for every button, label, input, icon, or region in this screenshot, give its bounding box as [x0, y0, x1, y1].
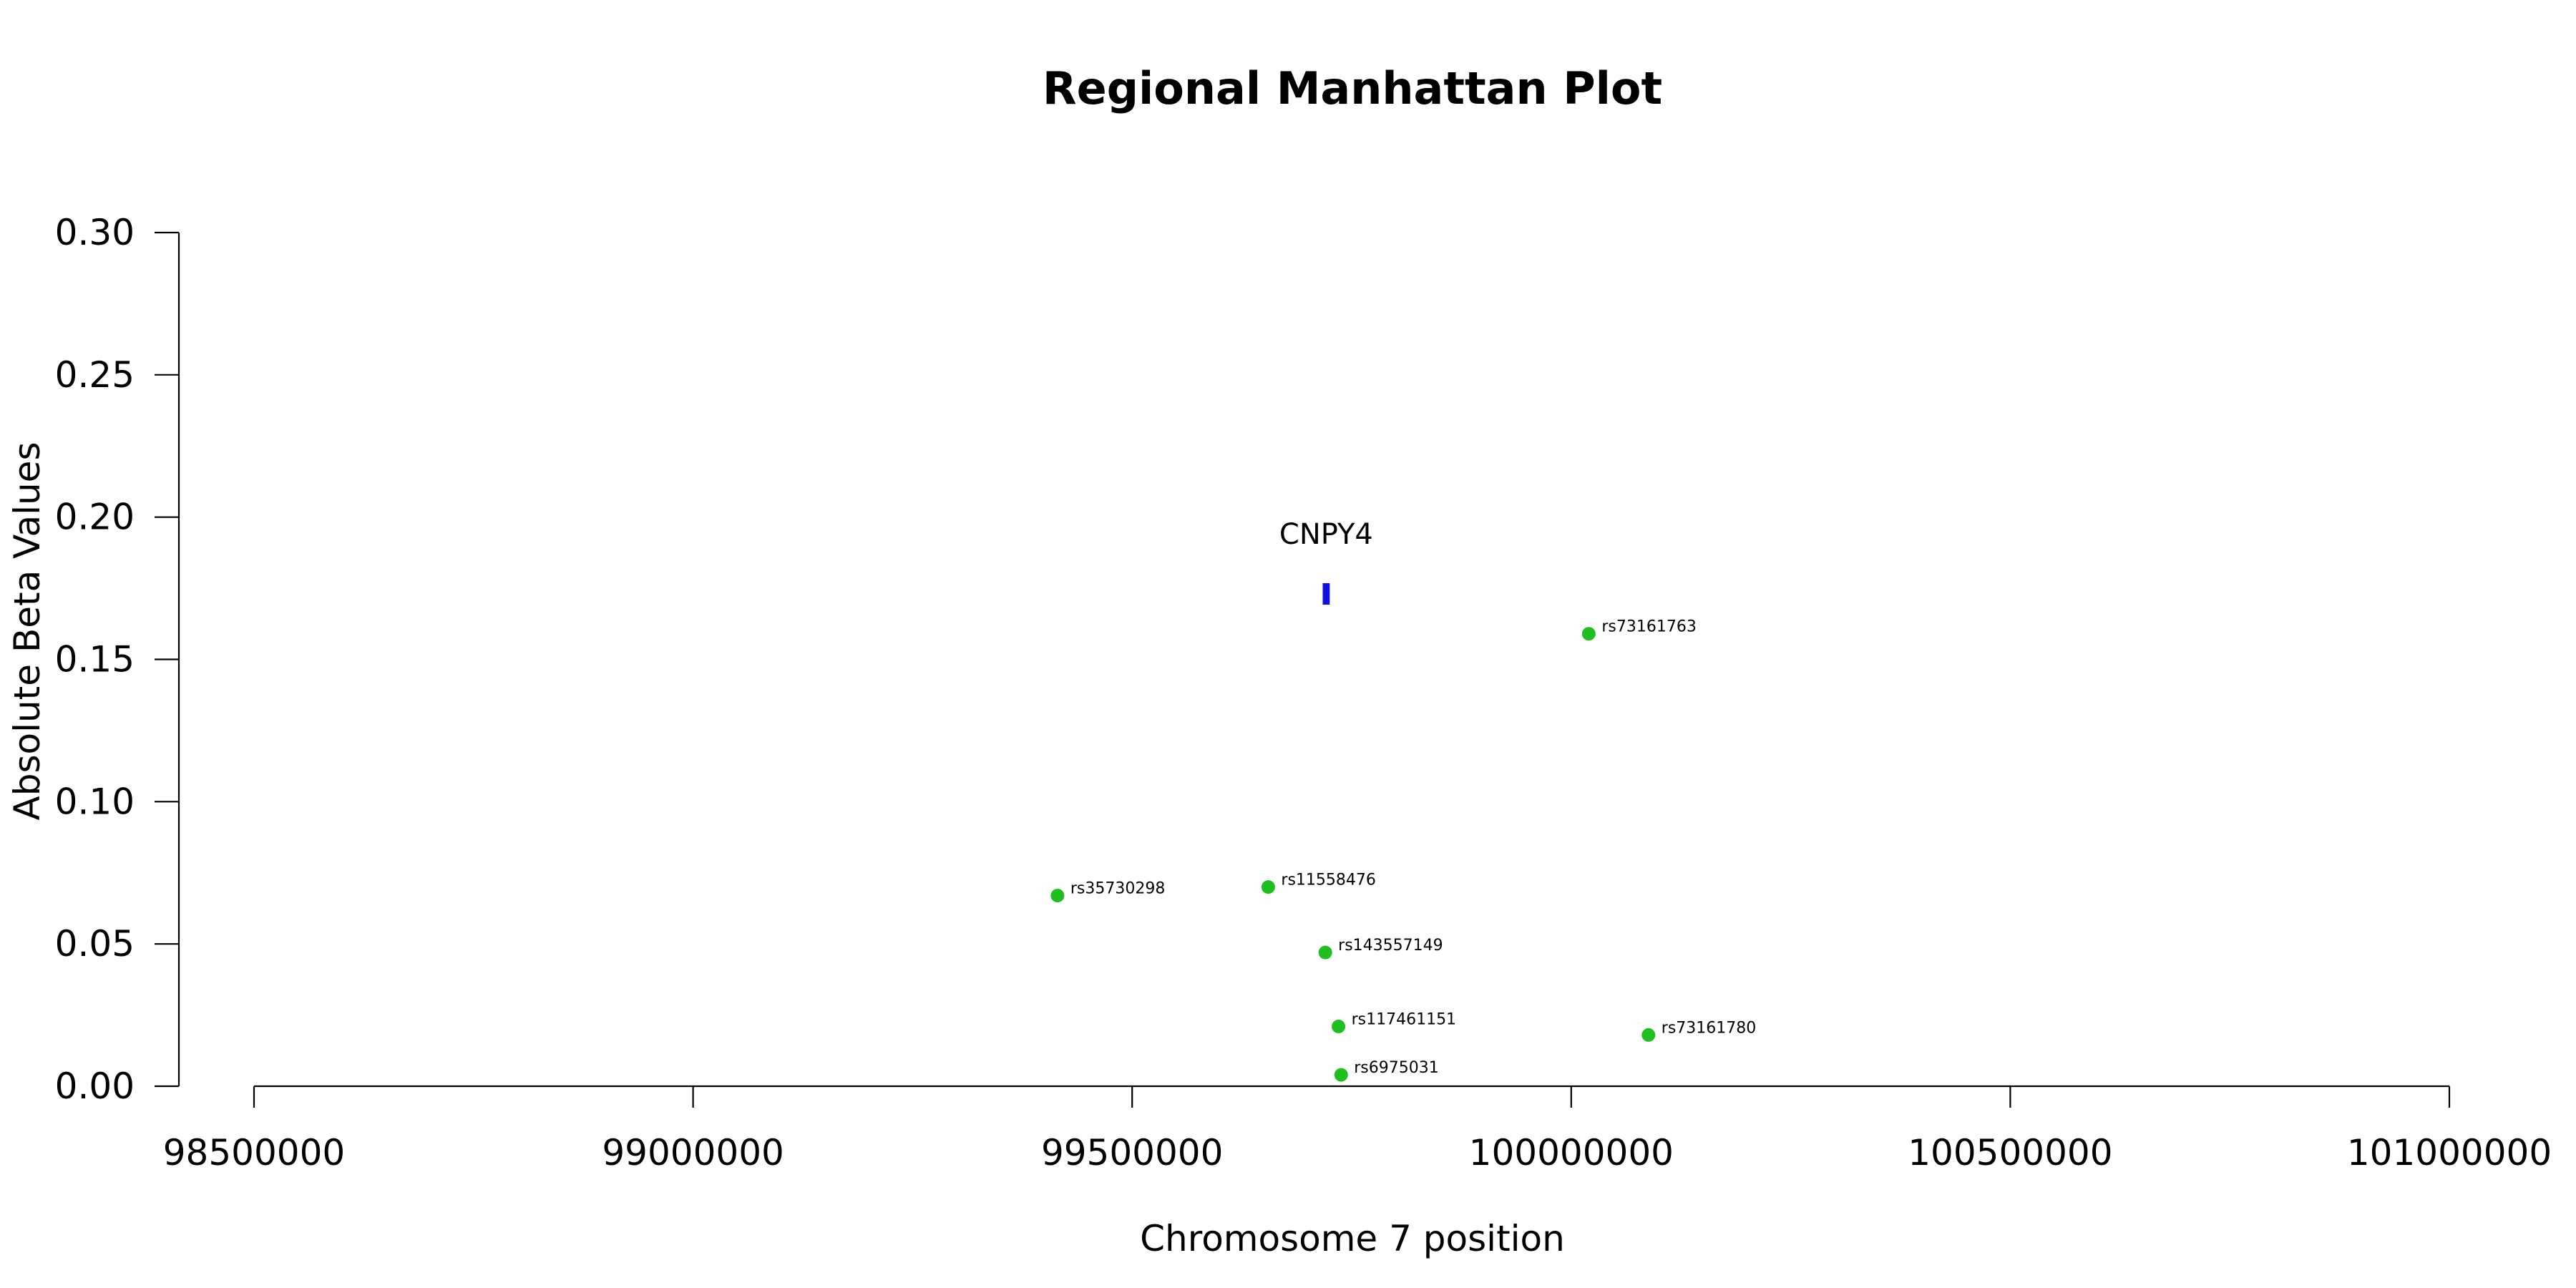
y-tick-label: 0.15 — [55, 639, 135, 680]
y-tick-label: 0.10 — [55, 781, 135, 822]
y-tick-label: 0.25 — [55, 354, 135, 396]
snp-point — [1318, 945, 1332, 960]
x-axis-label: Chromosome 7 position — [1140, 1218, 1565, 1259]
x-tick-label: 99000000 — [602, 1132, 784, 1174]
y-tick-label: 0.00 — [55, 1065, 135, 1107]
snp-point — [1581, 627, 1596, 641]
y-tick-label: 0.05 — [55, 923, 135, 965]
snp-label: rs6975031 — [1354, 1059, 1439, 1077]
y-tick-label: 0.30 — [55, 212, 135, 253]
snp-label: rs117461151 — [1352, 1010, 1456, 1028]
snp-point — [1641, 1028, 1656, 1042]
snp-points: rs73161763 rs35730298 rs11558476 rs14355714… — [1050, 618, 1756, 1082]
snp-point — [1050, 889, 1065, 903]
x-tick-label: 100000000 — [1469, 1132, 1674, 1174]
snp-point — [1334, 1068, 1348, 1082]
x-axis: 98500000 99000000 99500000 100000000 1005000… — [163, 1085, 2552, 1174]
x-tick-label: 100500000 — [1908, 1132, 2112, 1174]
snp-point — [1261, 880, 1275, 894]
chart-title: Regional Manhattan Plot — [1043, 62, 1662, 114]
x-tick-label: 101000000 — [2347, 1132, 2552, 1174]
gene-label: CNPY4 — [1279, 518, 1373, 551]
snp-point — [1332, 1019, 1346, 1033]
snp-label: rs35730298 — [1070, 880, 1165, 898]
gene-track: CNPY4 — [1279, 518, 1373, 605]
snp-label: rs73161763 — [1601, 618, 1696, 636]
snp-label: rs143557149 — [1338, 937, 1443, 955]
y-axis-label: Absolute Beta Values — [6, 442, 48, 821]
gene-bar — [1322, 583, 1330, 605]
x-tick-label: 98500000 — [163, 1132, 346, 1174]
y-tick-label: 0.20 — [55, 497, 135, 538]
snp-label: rs11558476 — [1281, 872, 1375, 889]
snp-label: rs73161780 — [1662, 1019, 1756, 1037]
x-tick-label: 99500000 — [1041, 1132, 1224, 1174]
y-axis: 0.00 0.05 0.10 0.15 0.20 0.25 0.30 — [55, 212, 180, 1107]
